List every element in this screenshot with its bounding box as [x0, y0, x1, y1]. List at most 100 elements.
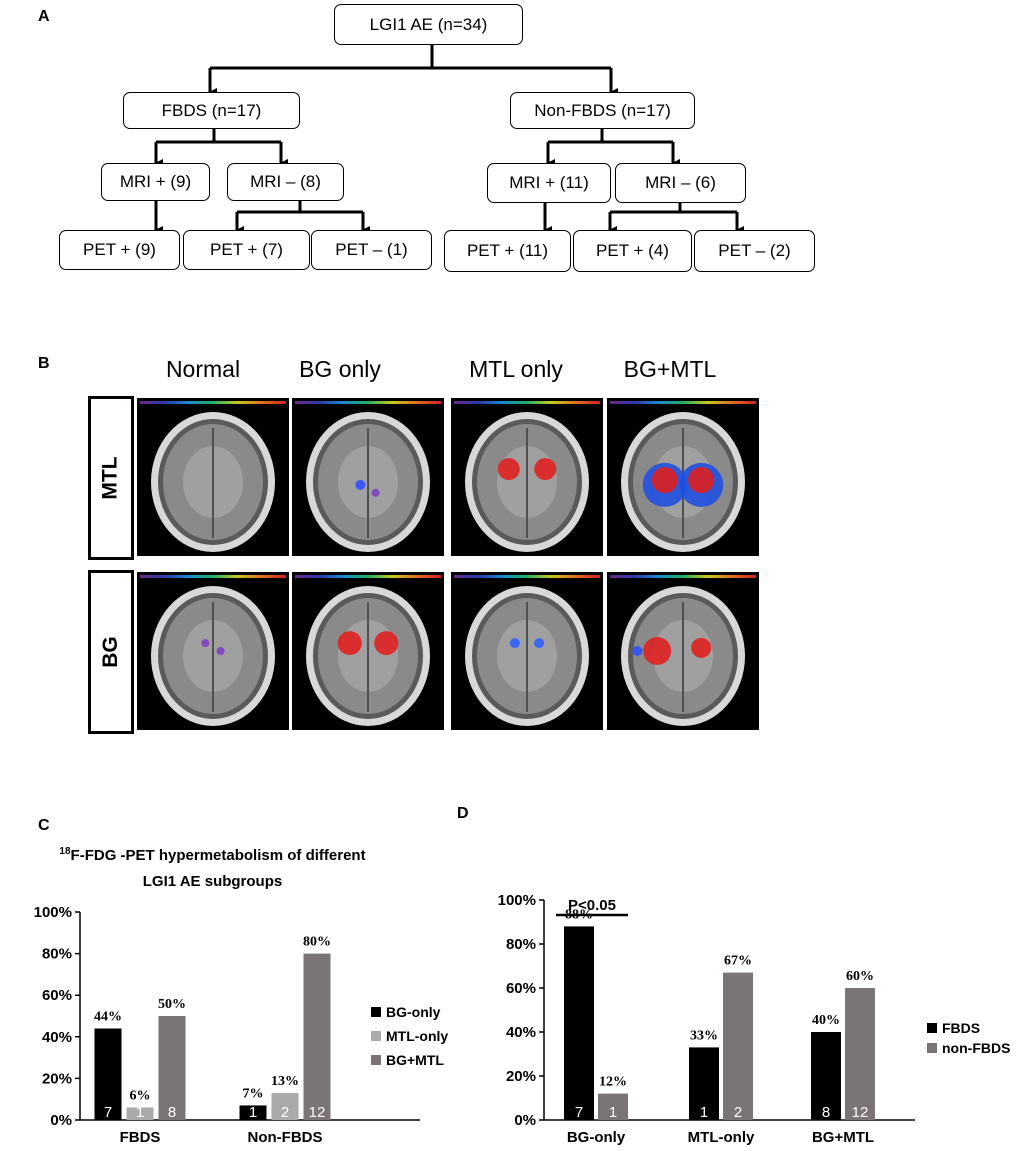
bar-count-label: 12 — [852, 1104, 869, 1121]
y-tick-label: 0% — [514, 1112, 536, 1129]
y-tick-label: 20% — [506, 1068, 536, 1085]
chart-c-title-text: F-FDG -PET hypermetabolism of different — [70, 847, 366, 864]
data-label: 40% — [812, 1013, 840, 1028]
bar-count-label: 1 — [609, 1104, 617, 1121]
data-label: 12% — [599, 1075, 627, 1090]
legend-label: MTL-only — [386, 1028, 449, 1044]
node-nonfbds-pet-1: PET + (11) — [444, 230, 571, 272]
color-scale-bar — [454, 575, 600, 578]
panel-label-a: A — [38, 8, 50, 25]
y-tick-label: 80% — [42, 946, 72, 963]
chart-d-bar-chart: 0%20%40%60%80%100%88%712%1BG-only33%167%… — [498, 892, 915, 1146]
category-label: BG-only — [567, 1129, 626, 1146]
chart-c-bar-chart: 0%20%40%60%80%100%44%76%150%8FBDS7%113%2… — [34, 904, 420, 1146]
chart-c-legend-item-mtl-only: MTL-only — [371, 1024, 448, 1048]
data-label: 33% — [690, 1028, 718, 1043]
chart-d-legend-item-non-fbds: non-FBDS — [927, 1038, 1010, 1058]
y-tick-label: 60% — [42, 987, 72, 1004]
brain-slice-image — [151, 412, 275, 552]
node-nonfbds-mri-neg: MRI – (6) — [615, 163, 746, 203]
column-header-bg-mtl: BG+MTL — [623, 356, 717, 382]
brain-slice-image — [306, 412, 430, 552]
chart-c-legend-item-bg-only: BG-only — [371, 1000, 448, 1024]
node-fbds-pet-1: PET + (9) — [59, 230, 180, 270]
brain-slice-image — [621, 586, 745, 726]
bar-count-label: 8 — [168, 1104, 176, 1121]
brain-slice-image — [306, 586, 430, 726]
brain-scan-mtl-3 — [607, 398, 759, 556]
chart-c-title-line1: 18F-FDG -PET hypermetabolism of differen… — [30, 846, 395, 864]
legend-swatch — [927, 1043, 937, 1053]
bar-non-fbds-bg-only — [598, 1093, 628, 1120]
color-scale-bar — [140, 575, 286, 578]
bar-bg-mtl-non-fbds — [303, 953, 331, 1120]
node-fbds-mri-pos: MRI + (9) — [101, 163, 210, 201]
significance-annotation: P<0.05 — [568, 897, 616, 914]
y-tick-label: 100% — [34, 904, 72, 921]
chart-c-legend: BG-only MTL-only BG+MTL — [371, 1000, 448, 1072]
node-fbds-pet-2: PET + (7) — [183, 230, 310, 270]
legend-swatch — [371, 1031, 381, 1041]
brain-slice-image — [465, 412, 589, 552]
brain-scan-mtl-2 — [451, 398, 603, 556]
legend-label: BG-only — [386, 1004, 441, 1020]
bar-count-label: 7 — [575, 1104, 583, 1121]
node-nonfbds-pet-2: PET + (4) — [573, 230, 692, 272]
brain-scan-mtl-0 — [137, 398, 289, 556]
data-label: 50% — [158, 997, 186, 1012]
bar-count-label: 1 — [249, 1104, 257, 1121]
bar-count-label: 8 — [822, 1104, 830, 1121]
bar-mtl-only-fbds — [126, 1107, 154, 1120]
bar-count-label: 2 — [734, 1104, 742, 1121]
flowchart-connectors — [154, 45, 744, 234]
brain-scan-bg-2 — [451, 572, 603, 730]
category-label: Non-FBDS — [248, 1129, 323, 1146]
data-label: 6% — [130, 1089, 151, 1104]
brain-slice-image — [621, 412, 745, 552]
bar-fbds-mtl-only — [689, 1047, 719, 1120]
node-fbds: FBDS (n=17) — [123, 92, 300, 129]
color-scale-bar — [295, 401, 441, 404]
legend-label: BG+MTL — [386, 1052, 444, 1068]
panel-label-d: D — [457, 805, 469, 822]
category-label: MTL-only — [688, 1129, 755, 1146]
node-lgi1-ae: LGI1 AE (n=34) — [334, 4, 523, 45]
brain-scan-bg-3 — [607, 572, 759, 730]
data-label: 7% — [243, 1086, 264, 1101]
color-scale-bar — [295, 575, 441, 578]
row-header-mtl: MTL — [88, 396, 134, 560]
data-label: 60% — [846, 969, 874, 984]
brain-slice-image — [465, 586, 589, 726]
bar-bg-only-non-fbds — [239, 1105, 267, 1120]
bar-count-label: 12 — [309, 1104, 326, 1121]
data-label: 44% — [94, 1009, 122, 1024]
color-scale-bar — [140, 401, 286, 404]
row-header-mtl-label: MTL — [99, 456, 122, 500]
bar-fbds-bg-mtl — [811, 1032, 841, 1120]
column-header-bg-only: BG only — [299, 356, 381, 382]
bar-count-label: 1 — [136, 1104, 144, 1121]
chart-d-legend: FBDS non-FBDS — [927, 1018, 1010, 1058]
bar-count-label: 2 — [281, 1104, 289, 1121]
y-tick-label: 100% — [498, 892, 536, 909]
brain-scan-mtl-1 — [292, 398, 444, 556]
bar-bg-only-fbds — [94, 1028, 122, 1120]
legend-swatch — [371, 1055, 381, 1065]
node-nonfbds-mri-pos: MRI + (11) — [487, 163, 611, 203]
bar-count-label: 7 — [104, 1104, 112, 1121]
category-label: BG+MTL — [812, 1129, 874, 1146]
data-label: 67% — [724, 954, 752, 969]
bar-non-fbds-bg-mtl — [845, 988, 875, 1120]
data-label: 13% — [271, 1074, 299, 1089]
y-tick-label: 80% — [506, 936, 536, 953]
bar-count-label: 1 — [700, 1104, 708, 1121]
color-scale-bar — [454, 401, 600, 404]
y-tick-label: 20% — [42, 1070, 72, 1087]
column-header-normal: Normal — [165, 356, 241, 382]
node-non-fbds: Non-FBDS (n=17) — [510, 92, 695, 129]
column-header-mtl-only: MTL only — [469, 356, 563, 382]
panel-label-c: C — [38, 817, 50, 834]
category-label: FBDS — [120, 1129, 161, 1146]
bar-bg-mtl-fbds — [158, 1016, 186, 1120]
y-tick-label: 0% — [50, 1112, 72, 1129]
